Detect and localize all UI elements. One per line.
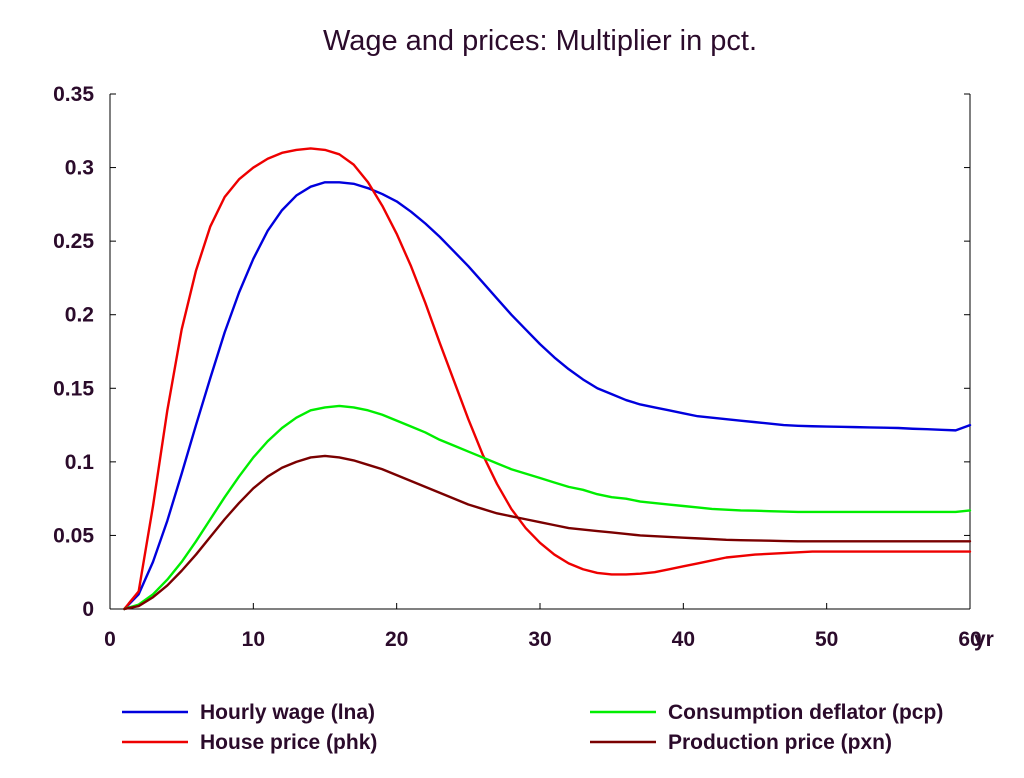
series-layer bbox=[123, 147, 972, 611]
y-tick-label: 0.25 bbox=[53, 230, 94, 253]
x-tick-label: 40 bbox=[672, 628, 695, 651]
legend: Hourly wage (lna) House price (phk) Consum… bbox=[122, 701, 943, 754]
y-tick-label: 0.1 bbox=[65, 451, 95, 474]
series-line-3 bbox=[123, 454, 972, 611]
series-line-1 bbox=[123, 147, 972, 611]
chart-title: Wage and prices: Multiplier in pct. bbox=[323, 25, 757, 57]
y-tick-label: 0.15 bbox=[53, 377, 94, 400]
x-tick-label: 20 bbox=[385, 628, 408, 651]
legend-label: House price (phk) bbox=[200, 731, 377, 754]
y-tick-label: 0.35 bbox=[53, 83, 94, 106]
plot-frame bbox=[109, 94, 971, 610]
series-line-0 bbox=[123, 181, 972, 611]
x-tick-label: 50 bbox=[815, 628, 838, 651]
x-tick-label: 10 bbox=[242, 628, 265, 651]
series-line-2 bbox=[123, 404, 972, 611]
x-tick-label: 60 bbox=[958, 628, 981, 651]
legend-label: Hourly wage (lna) bbox=[200, 701, 375, 724]
y-tick-label: 0.05 bbox=[53, 524, 94, 547]
x-axis-unit-label: yr bbox=[974, 628, 994, 651]
legend-item: House price (phk) bbox=[122, 731, 377, 754]
y-tick-label: 0.3 bbox=[65, 157, 94, 180]
y-tick-label: 0.2 bbox=[65, 304, 94, 327]
legend-item: Consumption deflator (pcp) bbox=[590, 701, 943, 724]
x-tick-label: 0 bbox=[104, 628, 116, 651]
x-tick-label: 30 bbox=[528, 628, 551, 651]
legend-label: Production price (pxn) bbox=[668, 731, 892, 754]
legend-item: Hourly wage (lna) bbox=[122, 701, 375, 724]
x-ticks: 0 10 20 30 40 50 60 bbox=[104, 603, 982, 651]
y-tick-label: 0 bbox=[82, 598, 94, 621]
y-ticks: 0 0.05 0.1 0.15 0.2 0.25 0.3 0.35 bbox=[53, 83, 970, 621]
legend-label: Consumption deflator (pcp) bbox=[668, 701, 943, 724]
legend-item: Production price (pxn) bbox=[590, 731, 892, 754]
